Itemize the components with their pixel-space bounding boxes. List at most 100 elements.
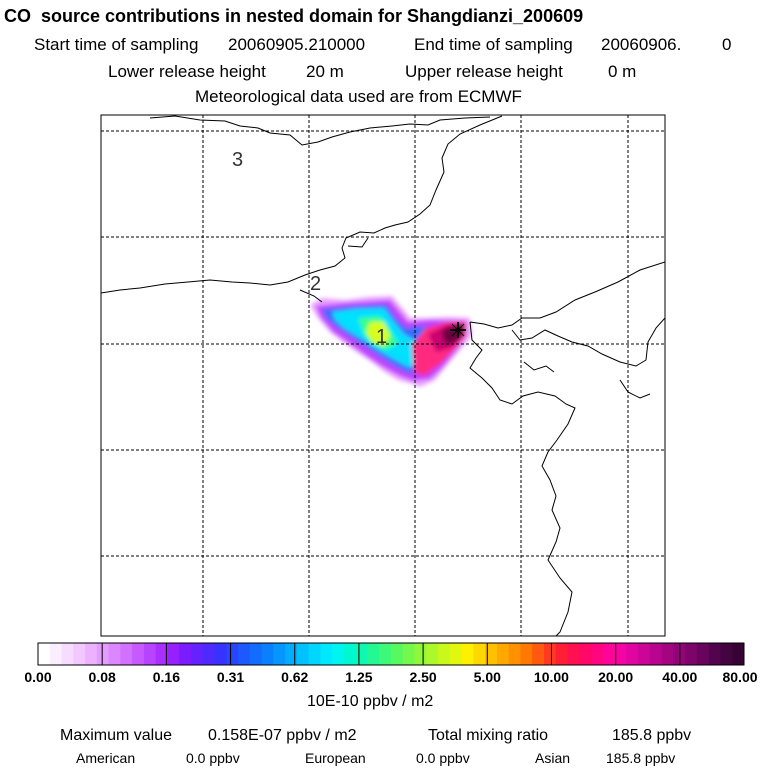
colorbar-tick-label: 0.62 [281, 669, 309, 685]
colorbar-segment [496, 643, 510, 665]
asian-value: 185.8 ppbv [606, 750, 676, 766]
colorbar-tick-label: 10.00 [533, 669, 569, 685]
colorbar-segment [532, 643, 545, 665]
colorbar-segment [649, 643, 663, 665]
colorbar-segment [638, 643, 651, 665]
colorbar-segment [332, 643, 345, 665]
colorbar-segment [438, 643, 451, 665]
colorbar-segment [708, 643, 721, 665]
upper-height-label: Upper release height [405, 62, 563, 81]
colorbar-segment [520, 643, 533, 665]
end-time-suffix: 0 [722, 35, 732, 54]
colorbar-segment [614, 643, 627, 665]
colorbar-segment [414, 643, 427, 665]
colorbar-segment [73, 643, 86, 665]
colorbar-segment [426, 643, 439, 665]
colorbar-segment [473, 643, 486, 665]
colorbar-segment [720, 643, 733, 665]
colorbar-tick-label: 0.16 [152, 669, 180, 685]
total-mixing-value: 185.8 ppbv [612, 727, 692, 744]
colorbar-tick-label: 2.50 [409, 669, 437, 685]
colorbar-segment [555, 643, 568, 665]
colorbar-segment [591, 643, 604, 665]
colorbar-segment [485, 643, 498, 665]
colorbar-segment [355, 643, 368, 665]
colorbar-segment [261, 643, 274, 665]
end-time-label: End time of sampling [414, 35, 573, 54]
colorbar-segment [214, 643, 227, 665]
colorbar-segment [108, 643, 121, 665]
map-frame [100, 114, 666, 637]
colorbar-segment [602, 643, 616, 665]
region-label-3: 3 [232, 149, 243, 171]
colorbar-tick-label: 80.00 [722, 669, 758, 685]
colorbar-segment [320, 643, 333, 665]
colorbar-segment [249, 643, 263, 665]
european-value: 0.0 ppbv [416, 750, 470, 766]
colorbar [38, 643, 745, 665]
colorbar-segment [579, 643, 592, 665]
colorbar-segment [449, 643, 463, 665]
colorbar-segment [202, 643, 215, 665]
colorbar-segment [661, 643, 674, 665]
chart-title: CO source contributions in nested domain… [4, 6, 584, 26]
colorbar-segment [626, 643, 639, 665]
asian-label: Asian [535, 750, 571, 766]
max-value-label: Maximum value [60, 727, 173, 744]
colorbar-segment [308, 643, 321, 665]
colorbar-segment [85, 643, 98, 665]
upper-height-value: 0 m [608, 62, 637, 81]
colorbar-segment [696, 643, 710, 665]
american-value: 0.0 ppbv [186, 750, 240, 766]
colorbar-segment [567, 643, 580, 665]
max-value: 0.158E-07 ppbv / m2 [208, 727, 357, 744]
colorbar-tick-label: 0.08 [88, 669, 116, 685]
colorbar-segment [190, 643, 204, 665]
coastlines [101, 115, 665, 636]
colorbar-segment [226, 643, 239, 665]
european-label: European [305, 750, 366, 766]
colorbar-segment [285, 643, 298, 665]
lower-height-label: Lower release height [108, 62, 266, 81]
colorbar-segment [143, 643, 157, 665]
colorbar-tick-label: 5.00 [473, 669, 501, 685]
colorbar-tick-label: 40.00 [662, 669, 698, 685]
colorbar-segment [508, 643, 521, 665]
lower-height-value: 20 m [306, 62, 344, 81]
colorbar-segment [49, 643, 63, 665]
colorbar-segment [238, 643, 251, 665]
colorbar-tick-label: 0.00 [24, 669, 52, 685]
colorbar-segment [685, 643, 698, 665]
total-mixing-label: Total mixing ratio [428, 727, 549, 744]
met-data-note: Meteorological data used are from ECMWF [195, 87, 522, 106]
start-time-value: 20060905.210000 [228, 35, 366, 54]
colorbar-segment [61, 643, 74, 665]
receptor-marker-icon [450, 322, 466, 338]
colorbar-tick-label: 1.25 [345, 669, 373, 685]
american-label: American [76, 750, 136, 766]
colorbar-segment [96, 643, 110, 665]
colorbar-segment [179, 643, 192, 665]
colorbar-units: 10E-10 ppbv / m2 [307, 693, 434, 710]
colorbar-segment [38, 643, 51, 665]
colorbar-segment [402, 643, 416, 665]
colorbar-segment [379, 643, 392, 665]
colorbar-segment [120, 643, 133, 665]
concentration-plume [310, 296, 472, 387]
colorbar-segment [461, 643, 474, 665]
colorbar-segment [296, 643, 310, 665]
region-label-2: 2 [310, 273, 321, 295]
colorbar-segment [273, 643, 286, 665]
colorbar-segment [155, 643, 168, 665]
colorbar-segment [367, 643, 380, 665]
region-label-1: 1 [376, 326, 387, 348]
colorbar-segment [391, 643, 404, 665]
colorbar-tick-label: 0.31 [216, 669, 245, 685]
start-time-label: Start time of sampling [34, 35, 199, 54]
colorbar-segment [732, 643, 745, 665]
end-time-value: 20060906. [601, 35, 682, 54]
colorbar-segment [132, 643, 145, 665]
graticule [101, 115, 665, 636]
colorbar-segment [343, 643, 357, 665]
